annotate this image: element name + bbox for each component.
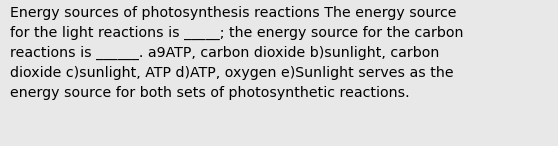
Text: Energy sources of photosynthesis reactions The energy source
for the light react: Energy sources of photosynthesis reactio… xyxy=(10,6,464,100)
